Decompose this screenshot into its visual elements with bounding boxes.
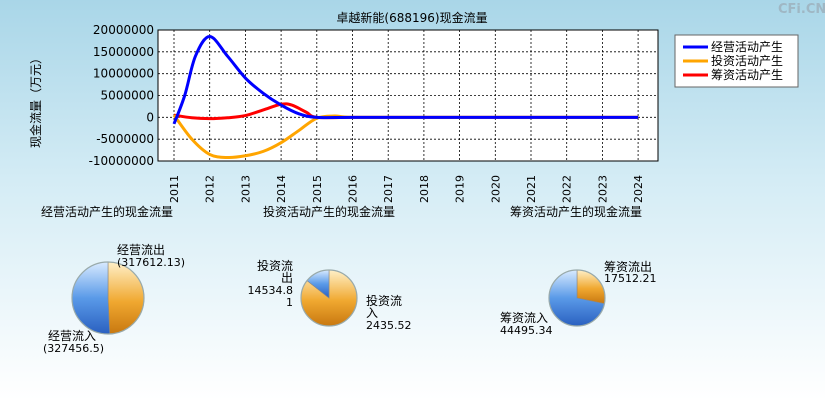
x-tick-label: 2018 (418, 175, 431, 203)
pie-investing-inflow-value: 2435.52 (366, 319, 412, 332)
x-tick-label: 2017 (382, 175, 395, 203)
series-line-operating (172, 35, 639, 125)
pie-title-operating: 经营活动产生的现金流量 (41, 204, 173, 219)
series-lines (172, 35, 639, 160)
pie-investing-outflow-label: 投资流出 (257, 258, 293, 285)
x-tick-label: 2014 (275, 175, 288, 203)
x-tick-label: 2020 (489, 175, 502, 203)
pie-operating-outflow-value: (317612.13) (117, 256, 185, 269)
pie-financing-outflow-label: 筹资流出 (604, 260, 652, 274)
y-tick-label: 15000000 (93, 45, 154, 59)
pie-rim (300, 269, 358, 327)
y-tick-label: 5000000 (101, 89, 154, 103)
pie-title-financing: 筹资活动产生的现金流量 (510, 204, 642, 219)
y-tick-label: 20000000 (93, 23, 154, 37)
x-tick-label: 2024 (632, 175, 645, 203)
legend-label-investing: 投资活动产生 (711, 53, 783, 68)
x-tick-label: 2022 (561, 175, 574, 203)
x-tick-label: 2021 (525, 175, 538, 203)
y-tick-label: -5000000 (96, 132, 154, 146)
y-axis-label: 现金流量（万元） (28, 52, 43, 148)
pie-operating-outflow-label: 经营流出 (117, 243, 165, 257)
y-axis-ticks: 20000000 15000000 10000000 5000000 0 -5000000… (89, 23, 154, 168)
pie-financing (548, 269, 606, 327)
x-tick-label: 2016 (347, 175, 360, 203)
pie-operating (71, 261, 145, 335)
pie-investing (300, 269, 358, 327)
x-tick-label: 2015 (311, 175, 324, 203)
x-tick-label: 2011 (168, 175, 181, 203)
legend-label-operating: 经营活动产生 (711, 40, 783, 54)
x-tick-label: 2013 (239, 175, 252, 203)
watermark: CFi.CN (778, 2, 825, 17)
legend: 经营活动产生 投资活动产生 筹资活动产生 (674, 34, 799, 88)
chart-title: 卓越新能(688196)现金流量 (336, 10, 487, 25)
y-tick-label: -10000000 (89, 154, 154, 168)
pie-operating-inflow-label: 经营流入 (48, 329, 96, 343)
pie-financing-inflow-label: 筹资流入 (500, 311, 548, 325)
x-axis-ticks: 2011 2012 2013 2014 2015 2016 2017 2018 2019 2020… (168, 175, 645, 203)
y-tick-label: 10000000 (93, 67, 154, 81)
pie-title-investing: 投资活动产生的现金流量 (263, 204, 395, 219)
y-tick-label: 0 (146, 110, 154, 124)
x-tick-label: 2023 (596, 175, 609, 203)
pie-financing-outflow-value: 17512.21 (604, 272, 657, 285)
x-tick-label: 2012 (204, 175, 217, 203)
pie-rim (548, 269, 606, 327)
pie-rim (71, 261, 145, 335)
x-tick-label: 2019 (454, 175, 467, 203)
pie-financing-inflow-value: 44495.34 (500, 324, 553, 337)
pie-investing-outflow-value: 14534.8 1 (248, 284, 294, 309)
pie-slice-outflow (107, 261, 145, 335)
pie-slice-inflow (71, 261, 111, 335)
legend-label-financing: 筹资活动产生 (711, 68, 783, 82)
pie-operating-inflow-value: (327456.5) (43, 342, 104, 355)
pie-investing-inflow-label: 投资流入 (366, 293, 402, 320)
